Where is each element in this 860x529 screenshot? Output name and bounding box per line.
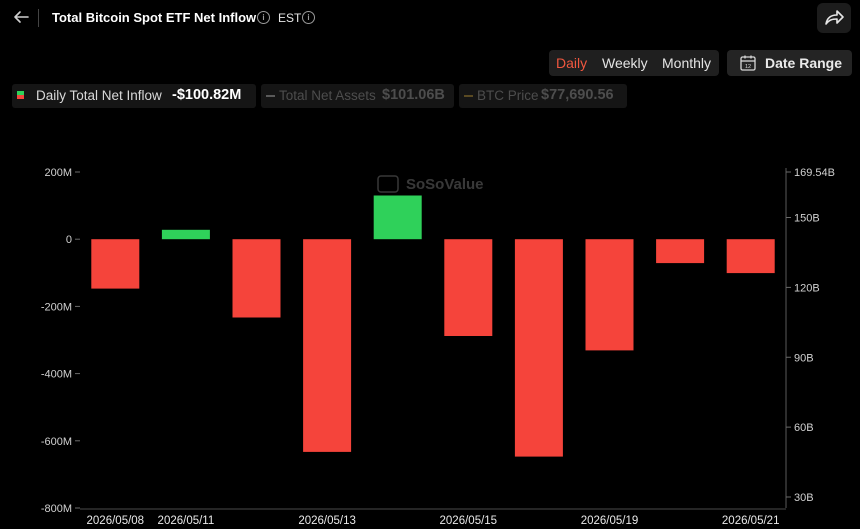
legend-value: $101.06B	[382, 87, 445, 103]
y-right-tick-label: 60B	[794, 422, 814, 434]
legend-label: Daily Total Net Inflow	[36, 88, 162, 103]
y-left-tick-label: -200M	[41, 301, 72, 313]
y-left-tick-label: -400M	[41, 369, 72, 381]
y-left-tick-label: -600M	[41, 436, 72, 448]
legend-total-net-assets[interactable]: Total Net Assets $101.06B	[261, 84, 454, 108]
share-button[interactable]	[817, 3, 851, 33]
y-right-tick-label: 30B	[794, 492, 814, 504]
watermark-logo-icon	[377, 175, 399, 193]
legend-label: BTC Price	[477, 88, 539, 103]
bar-2026/05/11[interactable]	[161, 229, 210, 240]
bar-2026/05/19[interactable]	[585, 239, 634, 351]
legend-label: Total Net Assets	[279, 88, 376, 103]
bar-2026/05/18[interactable]	[514, 239, 563, 457]
y-left-tick-label: 200M	[44, 167, 72, 179]
bar-2026/05/14[interactable]	[373, 195, 422, 240]
period-daily[interactable]: Daily	[556, 55, 588, 71]
x-tick-label: 2026/05/15	[440, 515, 498, 527]
back-button[interactable]	[10, 6, 32, 28]
share-arrow-icon	[825, 10, 844, 25]
y-right-tick-label: 90B	[794, 352, 814, 364]
info-icon[interactable]: i	[257, 11, 270, 24]
watermark-text: SoSoValue	[406, 176, 484, 193]
header-divider	[38, 9, 39, 27]
x-tick-label: 2026/05/19	[581, 515, 639, 527]
legend-line-icon	[266, 95, 275, 97]
bar-2026/05/13[interactable]	[303, 239, 352, 452]
bar-2026/05/21[interactable]	[726, 239, 775, 274]
period-toggle: Daily Weekly Monthly	[549, 50, 719, 76]
date-range-label: Date Range	[765, 55, 843, 71]
y-right-tick-label: 120B	[794, 282, 820, 294]
legend-value: -$100.82M	[172, 87, 242, 103]
x-tick-label: 2026/05/21	[722, 515, 780, 527]
bar-2026/05/20[interactable]	[656, 239, 705, 264]
bar-2026/05/15[interactable]	[444, 239, 493, 336]
x-tick-label: 2026/05/13	[298, 515, 356, 527]
x-tick-label: 2026/05/11	[158, 515, 215, 527]
top-bar: Total Bitcoin Spot ETF Net Inflow i EST …	[0, 0, 860, 36]
y-left-tick-label: -800M	[41, 503, 72, 515]
bar-2026/05/12[interactable]	[232, 239, 281, 318]
period-weekly[interactable]: Weekly	[602, 55, 648, 71]
watermark: SoSoValue	[377, 175, 484, 193]
date-range-button[interactable]: 12 Date Range	[727, 50, 852, 76]
x-tick-label: 2026/05/08	[87, 515, 145, 527]
arrow-left-icon	[14, 11, 29, 23]
legend-value: $77,690.56	[541, 87, 614, 103]
legend-daily-net-inflow[interactable]: Daily Total Net Inflow -$100.82M	[12, 84, 256, 108]
page-title: Total Bitcoin Spot ETF Net Inflow	[52, 10, 257, 25]
legend-swatch-icon	[17, 91, 24, 99]
y-right-tick-label: 150B	[794, 213, 820, 225]
calendar-icon: 12	[740, 55, 756, 71]
y-right-tick-label: 169.54B	[794, 167, 835, 179]
legend-btc-price[interactable]: BTC Price $77,690.56	[459, 84, 627, 108]
y-left-tick-label: 0	[66, 234, 72, 246]
timezone-label: EST	[278, 11, 302, 25]
period-monthly[interactable]: Monthly	[662, 55, 712, 71]
calendar-day-number: 12	[745, 64, 751, 70]
timezone-info-icon[interactable]: i	[302, 11, 315, 24]
legend-line-icon	[464, 95, 473, 97]
bar-2026/05/08[interactable]	[91, 239, 140, 289]
